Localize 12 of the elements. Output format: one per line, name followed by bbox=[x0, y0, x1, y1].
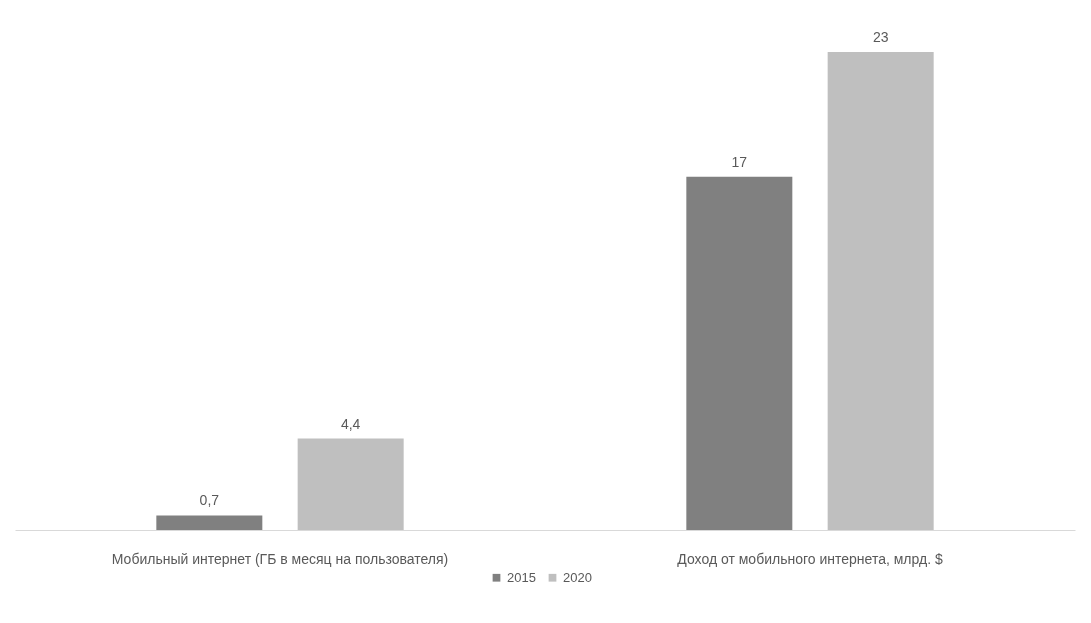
data-label: 23 bbox=[872, 29, 889, 45]
bar bbox=[827, 52, 934, 530]
legend-label: 2015 bbox=[507, 569, 536, 585]
bar bbox=[297, 438, 404, 530]
x-tick-label: Доход от мобильного интернета, млрд. $ bbox=[677, 550, 943, 567]
legend-label: 2020 bbox=[563, 569, 592, 585]
data-label: 17 bbox=[731, 153, 748, 170]
bar bbox=[686, 176, 793, 530]
x-tick-label: Мобильный интернет (ГБ в месяц на пользователя) bbox=[111, 550, 449, 567]
data-label: 0,7 bbox=[199, 492, 220, 509]
data-label: 4,4 bbox=[340, 415, 361, 432]
bar bbox=[156, 515, 263, 530]
